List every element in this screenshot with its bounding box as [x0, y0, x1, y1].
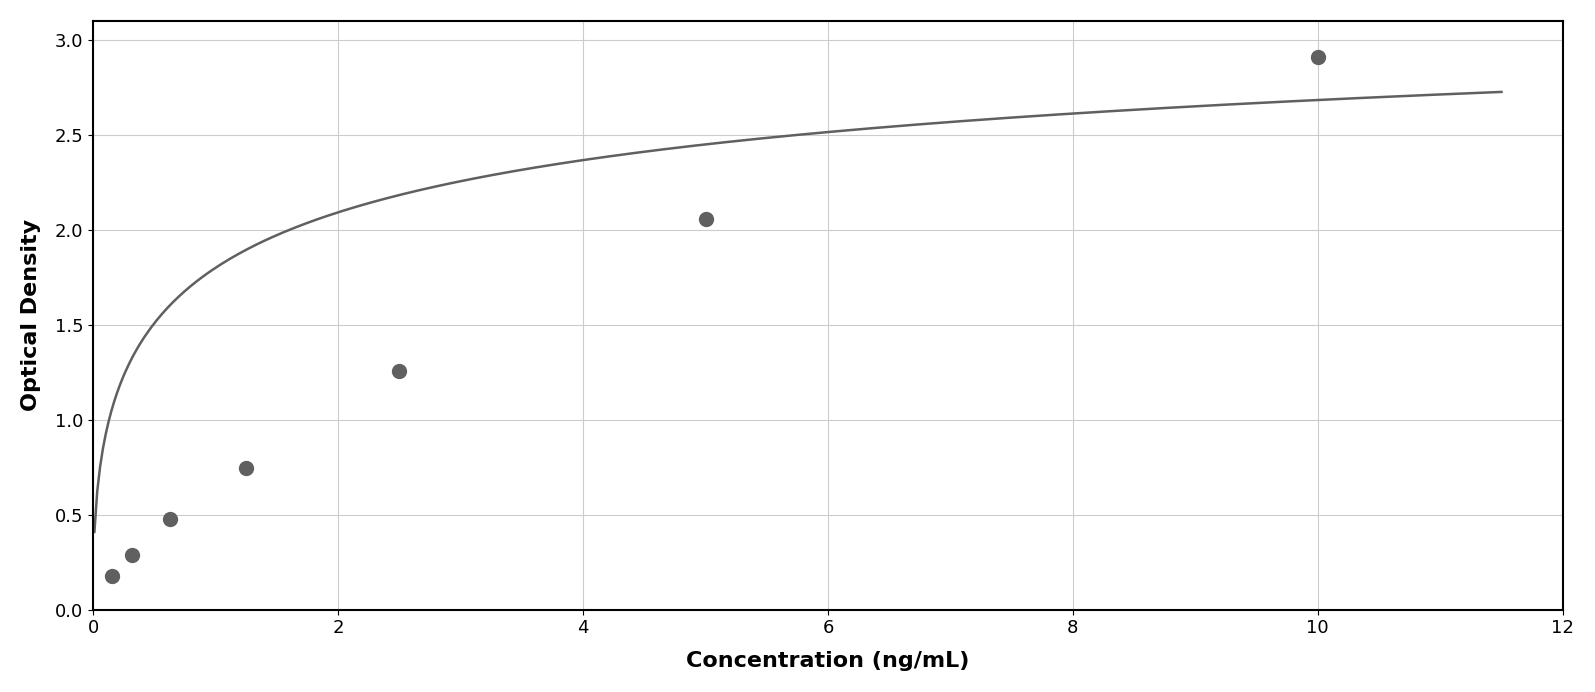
X-axis label: Concentration (ng/mL): Concentration (ng/mL) [686, 651, 970, 671]
Point [386, 365, 412, 376]
Y-axis label: Optical Density: Optical Density [21, 219, 41, 411]
Point [233, 462, 258, 473]
Point [1305, 51, 1330, 62]
Point [156, 514, 182, 525]
Point [118, 550, 144, 561]
Point [99, 571, 124, 582]
Point [692, 214, 718, 225]
